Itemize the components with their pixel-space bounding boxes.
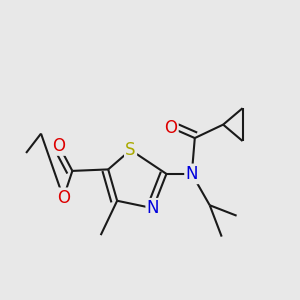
Text: N: N <box>147 199 159 217</box>
Text: O: O <box>164 118 177 136</box>
Text: S: S <box>125 141 136 159</box>
Text: O: O <box>52 136 65 154</box>
Text: O: O <box>57 189 70 207</box>
Text: N: N <box>186 165 198 183</box>
